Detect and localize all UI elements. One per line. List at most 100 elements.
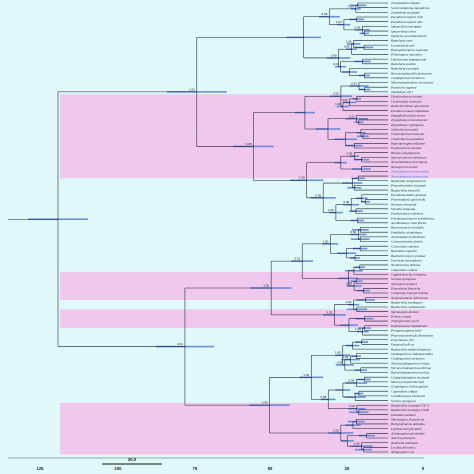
node-support-label: 1.00: [299, 176, 305, 180]
leaf-label: Teratosphaeria destructans: [391, 174, 429, 178]
node-support-label: 0.91: [351, 82, 357, 86]
node-support-label: 1.00: [303, 373, 309, 377]
leaf-label: Trachyaphea simplex: [391, 1, 420, 5]
leaf-label: Friedmanniomyces endolithicus: [390, 216, 435, 220]
leaf-label: Tripospermum myrti: [391, 319, 419, 323]
node-support-label: 1.00: [333, 62, 339, 66]
leaf-label: Ramichloridium apiculatum: [390, 104, 430, 108]
leaf-label: Capnodium coffeae: [391, 268, 418, 272]
leaf-label: Pseudoveronaea ellipsoidea: [390, 109, 430, 113]
leaf-label: Uwebraunia commune: [391, 99, 422, 103]
node-support-label: 1.00: [335, 351, 341, 355]
node-support-label: 0.95: [346, 152, 352, 156]
leaf-label: Lecanosticta pini: [390, 43, 415, 47]
leaf-label: Toxicocladosporium irritans: [391, 361, 430, 365]
leaf-label: Readeriella nontingens: [390, 301, 423, 305]
leaf-label: Hortaea werneckii: [390, 202, 416, 206]
node-support-label: 0.99: [331, 53, 337, 57]
leaf-label: Ramularia eucalypti: [390, 67, 419, 71]
node-support-label: 0.82: [354, 442, 360, 446]
leaf-label: Recurvomyces mirabilis: [390, 226, 424, 230]
axis-tick-label: 125: [37, 466, 45, 471]
node-support-label: 0.53: [333, 92, 339, 96]
leaf-label: Dennisiella ficus: [390, 343, 415, 347]
leaf-label: Scolecostigmina mangiferae: [391, 6, 430, 10]
leaf-label: Capnodium coffeae: [391, 389, 418, 393]
scale-bar-label: 20.0: [128, 457, 137, 462]
leaf-label: Zasmidium eucalypti: [391, 11, 419, 15]
leaf-label: Capnobotryella renispora: [391, 272, 426, 276]
axis-tick-label: 75: [193, 466, 198, 471]
leaf-label: Myriangium duriaei: [390, 310, 418, 314]
axis-tick-label: 0: [422, 466, 425, 471]
leaf-label: Readeriella callistemonis: [390, 305, 426, 309]
leaf-label: Verrucocladosporium dirinae: [391, 366, 432, 370]
leaf-label: Aulographum glonioides: [390, 431, 425, 435]
leaf-label: Catenulostroma abietis: [391, 240, 423, 244]
node-support-label: 0.82: [344, 45, 350, 49]
axis-tick-label: 100: [115, 466, 123, 471]
leaf-label: Microcyclosporella mali: [390, 380, 424, 384]
leaf-label: Botryosphaeria dothidea: [391, 422, 425, 426]
node-support-label: 1.00: [263, 284, 269, 288]
leaf-label: Camarosporula persooniae: [391, 291, 429, 295]
node-support-label: 0.99: [315, 193, 321, 197]
leaf-label: Zygophiala cryptogama: [391, 123, 424, 127]
leaf-label: Buelliella minimula: [391, 441, 418, 445]
leaf-label: Polychaeton citri: [390, 338, 415, 342]
clade-band: [60, 94, 474, 132]
leaf-label: Readeriella mirabilis: [390, 188, 421, 192]
node-support-label: 0.99: [346, 281, 352, 285]
clade-band: [60, 131, 474, 179]
leaf-label: Sphaerulina citrus: [391, 29, 417, 33]
node-support-label: 1.00: [355, 327, 361, 331]
node-support-label: 0.95: [343, 355, 349, 359]
node-support-label: 0.99: [354, 25, 360, 29]
leaf-label: Graphiopsis chlorocephala: [391, 385, 428, 389]
node-support-labels: 1.00 0.99 1.00 0.98 1.00 0.82 1.00 0.99 0.91 0.62…: [177, 4, 361, 445]
node-support-label: 1.00: [349, 404, 355, 408]
leaf-label: Phaeosaccardinula dennisiana: [390, 333, 433, 337]
leaf-label: Zygophiala wisconsinensis: [391, 118, 428, 122]
node-support-label: 0.99: [262, 401, 268, 405]
leaf-label: Stenella araguata: [391, 207, 416, 211]
leaf-label: Dothistroma septosporum: [390, 57, 427, 61]
leaf-label: Scorias spongiosa: [391, 277, 416, 281]
leaf-label: Lentithecium fluviatile: [390, 427, 422, 431]
node-support-label: 0.98: [320, 395, 326, 399]
tree-branches: [8, 2, 388, 453]
node-support-label: 0.82: [350, 230, 356, 234]
leaf-label: Septoria cucurbitacearum: [391, 34, 427, 38]
leaf-label: Lecidea fuscoatra: [390, 446, 416, 450]
leaf-label: Elsinoe veneta: [390, 315, 411, 319]
leaf-label: Rachicladosporium luculiae: [390, 371, 430, 375]
clade-band: [60, 309, 474, 329]
node-support-label: 0.98: [322, 12, 328, 16]
clade-band: [60, 416, 474, 455]
node-support-label: 0.62: [346, 300, 352, 304]
time-axis: 125 100 75 50 25 0 20.0: [8, 457, 425, 471]
leaf-label: Readeriella readeriellophora: [390, 347, 431, 351]
axis-tick-label: 50: [268, 466, 273, 471]
leaf-label: Baudoinia compniacensis: [391, 179, 427, 183]
leaf-label: Cystocoleus ebeneus: [391, 244, 420, 248]
leaf-label: Phaeothecoidea eucalypti: [390, 184, 426, 188]
leaf-label: Passalora vaginae: [390, 85, 417, 89]
leaf-label: Neostrelitziana acaciigena: [390, 160, 428, 164]
leaf-label: Neophaeotheca salicorniae: [390, 296, 429, 300]
leaf-label: Neodevriesia hilliana: [390, 263, 421, 267]
leaf-label: Zasmidium citri: [391, 90, 413, 94]
leaf-label: Phaeophleospora eugeniae: [390, 48, 429, 52]
leaf-label: Conidiocarpus siamensis: [391, 394, 426, 398]
leaf-label: Teratosphaeria alboconidia: [391, 170, 429, 174]
leaf-label: Batcheloromyces proteae: [391, 254, 426, 258]
node-support-label: 1.00: [349, 114, 355, 118]
leaf-label: Ramularia pusilla: [390, 62, 416, 66]
node-support-label: 0.99: [337, 360, 343, 364]
clade-band: [60, 271, 474, 300]
leaf-label: Houjia yanglingensis: [390, 151, 421, 155]
leaf-label: Scorias spongiosa: [391, 399, 416, 403]
